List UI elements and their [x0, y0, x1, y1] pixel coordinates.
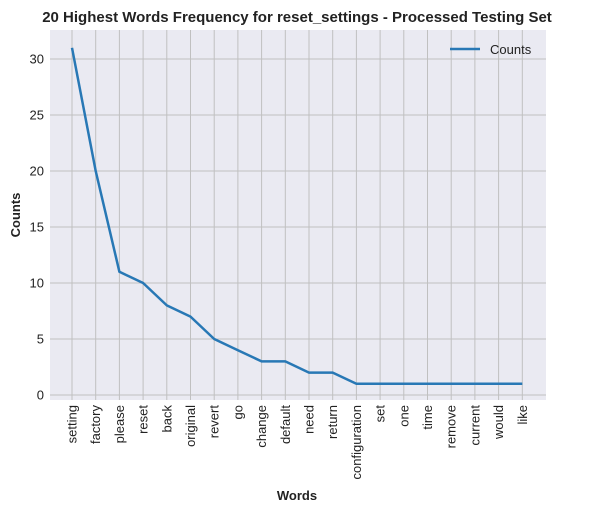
x-tick-label: reset: [136, 405, 151, 434]
x-tick-label: change: [254, 405, 269, 448]
x-tick-label: factory: [88, 405, 103, 445]
legend: Counts: [450, 42, 532, 57]
x-tick-label: please: [112, 405, 127, 443]
y-tick-label: 20: [30, 164, 44, 179]
x-tick-label: return: [325, 405, 340, 439]
x-tick-label: set: [373, 405, 388, 423]
plot-area: [50, 30, 546, 400]
x-tick-labels: setting factory please reset back original rev…: [65, 405, 530, 480]
x-axis-label: Words: [277, 488, 317, 503]
x-tick-label: back: [159, 405, 174, 433]
y-tick-label: 0: [37, 388, 44, 403]
y-tick-label: 15: [30, 220, 44, 235]
x-tick-label: default: [278, 405, 293, 444]
series-line-counts: [70, 47, 523, 386]
y-tick-labels: 0 5 10 15 20 25 30: [30, 52, 44, 403]
y-tick-label: 10: [30, 276, 44, 291]
chart-title: 20 Highest Words Frequency for reset_set…: [42, 9, 552, 26]
x-tick-label: revert: [207, 405, 222, 439]
legend-label-counts: Counts: [490, 42, 532, 57]
x-tick-label: setting: [65, 405, 80, 443]
y-tick-label: 5: [37, 332, 44, 347]
x-tick-label: original: [183, 405, 198, 447]
x-tick-label: configuration: [349, 405, 364, 479]
x-tick-label: remove: [444, 405, 459, 448]
x-tick-label: go: [230, 405, 245, 419]
x-tick-label: time: [420, 405, 435, 430]
y-axis-label: Counts: [8, 193, 23, 238]
x-tick-label: current: [467, 405, 482, 446]
x-tick-label: one: [396, 405, 411, 427]
x-tick-label: like: [515, 405, 530, 425]
x-tick-label: need: [302, 405, 317, 434]
y-tick-label: 25: [30, 108, 44, 123]
series-lines: [70, 47, 523, 386]
y-gridlines: [50, 58, 546, 396]
x-gridlines: [71, 30, 523, 400]
y-tick-label: 30: [30, 52, 44, 67]
x-tick-label: would: [491, 405, 506, 440]
